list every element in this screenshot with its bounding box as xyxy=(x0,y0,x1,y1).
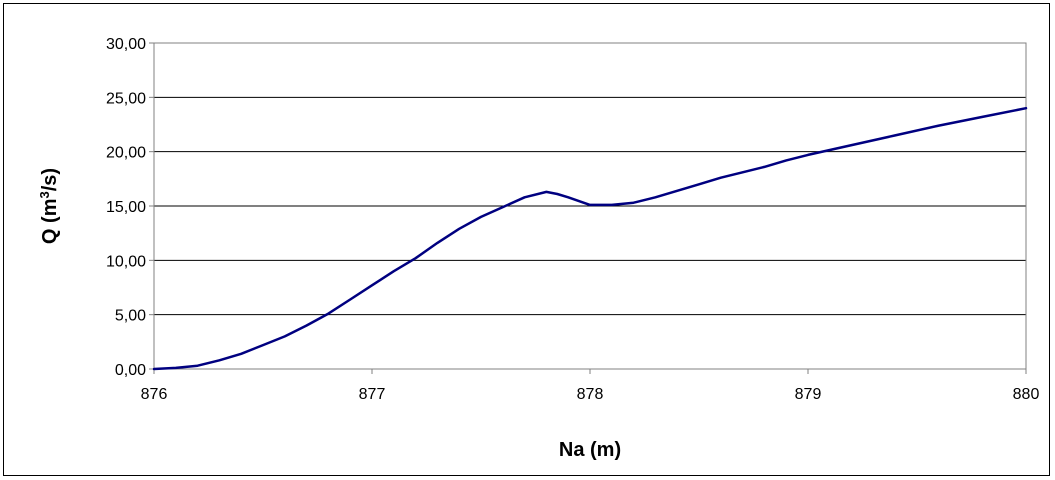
x-tick-labels: 876 877 878 879 880 xyxy=(141,386,1040,403)
y-axis-title-unit: /s) xyxy=(39,168,61,191)
y-tick-label-2: 10,00 xyxy=(106,253,146,270)
gridlines xyxy=(149,42,1027,374)
y-axis-title-superscript: 3 xyxy=(37,191,52,198)
y-tick-label-0: 0,00 xyxy=(115,362,146,379)
chart-area xyxy=(3,3,1050,476)
x-tick-label-1: 877 xyxy=(359,386,386,403)
x-tick-label-2: 878 xyxy=(577,386,604,403)
x-tick-label-0: 876 xyxy=(141,386,168,403)
x-tick-label-3: 879 xyxy=(795,386,822,403)
y-tick-label-3: 15,00 xyxy=(106,199,146,216)
y-axis-title: Q (m3/s) xyxy=(37,168,62,244)
x-axis-title: Na (m) xyxy=(559,439,621,461)
plot-area-border xyxy=(153,42,1027,370)
y-tick-label-5: 25,00 xyxy=(106,90,146,107)
y-tick-labels: 0,00 5,00 10,00 15,00 20,00 25,00 30,00 xyxy=(106,36,146,379)
y-tick-label-4: 20,00 xyxy=(106,145,146,162)
x-tick-label-4: 880 xyxy=(1013,386,1040,403)
y-tick-label-6: 30,00 xyxy=(106,36,146,53)
y-tick-label-1: 5,00 xyxy=(115,308,146,325)
y-axis-title-main: Q (m xyxy=(39,199,61,245)
series-line xyxy=(152,106,1028,371)
